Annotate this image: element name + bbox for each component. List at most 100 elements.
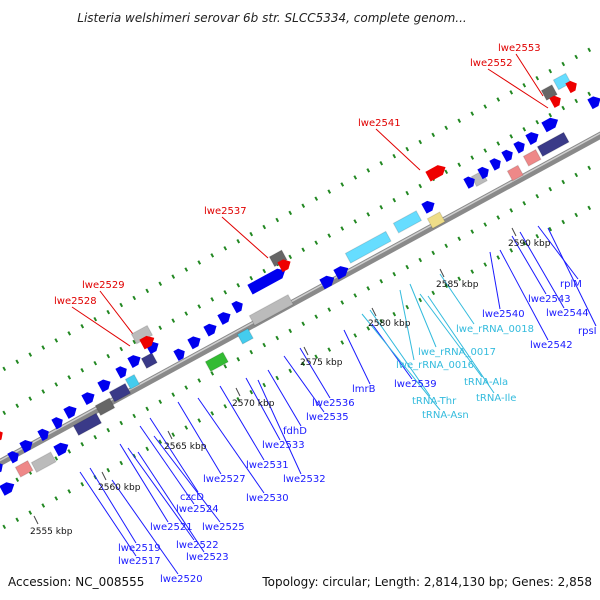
guide-dot — [483, 148, 488, 153]
feature-label[interactable]: lwe2533 — [262, 440, 305, 451]
feature-label[interactable]: lwe2519 — [118, 543, 161, 554]
feature-label[interactable]: lwe2517 — [118, 556, 161, 567]
guide-dot — [67, 449, 72, 454]
feature-label[interactable]: tRNA-Ala — [464, 377, 508, 388]
guide-dot — [574, 212, 579, 218]
feature-box — [14, 459, 34, 478]
scale-tick-mark — [439, 268, 445, 278]
guide-dot — [340, 340, 345, 345]
guide-dot — [587, 205, 592, 211]
guide-dot — [15, 359, 20, 364]
cds-arrow-shape — [231, 300, 243, 314]
feature-label[interactable]: tRNA-Ile — [476, 393, 516, 404]
guide-dot — [366, 212, 371, 217]
guide-dot — [561, 179, 566, 185]
cds-arrow — [53, 442, 69, 457]
feature-label[interactable]: rplM — [560, 279, 582, 290]
feature-label[interactable]: lwe_rRNA_0018 — [456, 324, 534, 335]
feature-label[interactable]: lwe2530 — [246, 493, 289, 504]
guide-dot — [379, 319, 384, 324]
feature-label[interactable]: lwe2524 — [176, 504, 219, 515]
feature-label[interactable]: lwe2535 — [306, 412, 349, 423]
guide-dot — [119, 302, 124, 308]
feature-label[interactable]: lwe2529 — [82, 280, 125, 291]
guide-dot — [288, 254, 293, 260]
guide-dot — [470, 155, 475, 160]
guide-dot — [535, 75, 540, 81]
cds-arrow-shape — [19, 440, 33, 453]
scale-tick-mark — [33, 515, 39, 525]
feature-label[interactable]: tRNA-Thr — [412, 396, 457, 407]
cds-arrow — [97, 379, 111, 393]
feature-label[interactable]: lwe2542 — [530, 340, 573, 351]
feature-box-shape — [426, 211, 446, 230]
label-leader-line — [177, 401, 222, 475]
feature-box — [124, 373, 141, 390]
feature-label[interactable]: lwe_rRNA_0017 — [418, 347, 496, 358]
feature-label[interactable]: lwe2523 — [186, 552, 229, 563]
guide-dot — [327, 189, 332, 194]
guide-dot — [197, 260, 202, 265]
feature-label[interactable]: lwe2541 — [358, 118, 401, 129]
guide-dot — [431, 250, 436, 256]
feature-label[interactable]: lwe2539 — [394, 379, 437, 390]
feature-label[interactable]: fdhD — [283, 426, 307, 437]
guide-dot — [262, 382, 267, 388]
cds-arrow — [0, 482, 15, 496]
cds-arrow — [541, 117, 559, 133]
feature-label[interactable]: lmrB — [352, 384, 376, 395]
guide-dot — [158, 399, 163, 404]
guide-dot — [54, 338, 59, 343]
label-leader-line — [515, 53, 544, 97]
feature-label[interactable]: rpsI — [578, 326, 597, 337]
feature-label[interactable]: lwe_rRNA_0016 — [396, 360, 474, 371]
feature-label[interactable]: lwe2527 — [203, 474, 246, 485]
feature-box — [72, 412, 103, 437]
feature-box — [236, 327, 254, 345]
feature-box-shape — [204, 351, 229, 373]
guide-dot — [561, 61, 566, 67]
guide-dot — [236, 282, 241, 288]
scale-tick-mark — [303, 346, 309, 356]
feature-label[interactable]: lwe2544 — [546, 308, 589, 319]
cds-arrow-shape — [51, 417, 63, 430]
label-leader-line — [219, 385, 265, 461]
guide-dot — [327, 347, 332, 352]
label-leader-line — [283, 355, 325, 413]
feature-label[interactable]: lwe2553 — [498, 43, 541, 54]
guide-dot — [28, 510, 33, 515]
feature-label[interactable]: lwe2543 — [528, 294, 571, 305]
feature-labels: lwe2553 lwe2552 lwe2541 lwe2537 lwe2529 lwe25… — [54, 43, 597, 585]
guide-dot — [496, 215, 501, 220]
feature-label[interactable]: lwe2520 — [160, 574, 203, 585]
guide-dot — [340, 300, 345, 305]
label-leader-line — [139, 425, 195, 505]
feature-label[interactable]: tRNA-Asn — [422, 410, 469, 421]
cds-arrow — [501, 149, 513, 163]
feature-label[interactable]: lwe2525 — [202, 522, 245, 533]
feature-label[interactable]: czcD — [180, 492, 204, 503]
guide-dot — [119, 460, 124, 466]
feature-label[interactable]: lwe2536 — [312, 398, 355, 409]
guide-dot — [171, 318, 176, 323]
guide-dot — [158, 325, 163, 330]
guide-dot — [210, 411, 215, 416]
feature-label[interactable]: lwe2521 — [150, 522, 193, 533]
guide-dot — [236, 396, 241, 402]
feature-label[interactable]: lwe2522 — [176, 540, 219, 551]
cds-arrow — [81, 392, 95, 406]
guide-dot — [171, 432, 176, 437]
feature-label[interactable]: lwe2531 — [246, 460, 289, 471]
guide-dot — [353, 175, 358, 180]
feature-label[interactable]: lwe2540 — [482, 309, 525, 320]
cds-arrow-shape — [173, 348, 185, 361]
feature-label[interactable]: lwe2537 — [204, 206, 247, 217]
scale-tick-mark — [511, 227, 517, 237]
feature-label[interactable]: lwe2528 — [54, 296, 97, 307]
scale-tick-label: 2560 kbp — [98, 483, 141, 493]
feature-label[interactable]: lwe2552 — [470, 58, 513, 69]
guide-dot — [392, 197, 397, 203]
guide-dot — [301, 321, 306, 327]
feature-label[interactable]: lwe2532 — [283, 474, 326, 485]
